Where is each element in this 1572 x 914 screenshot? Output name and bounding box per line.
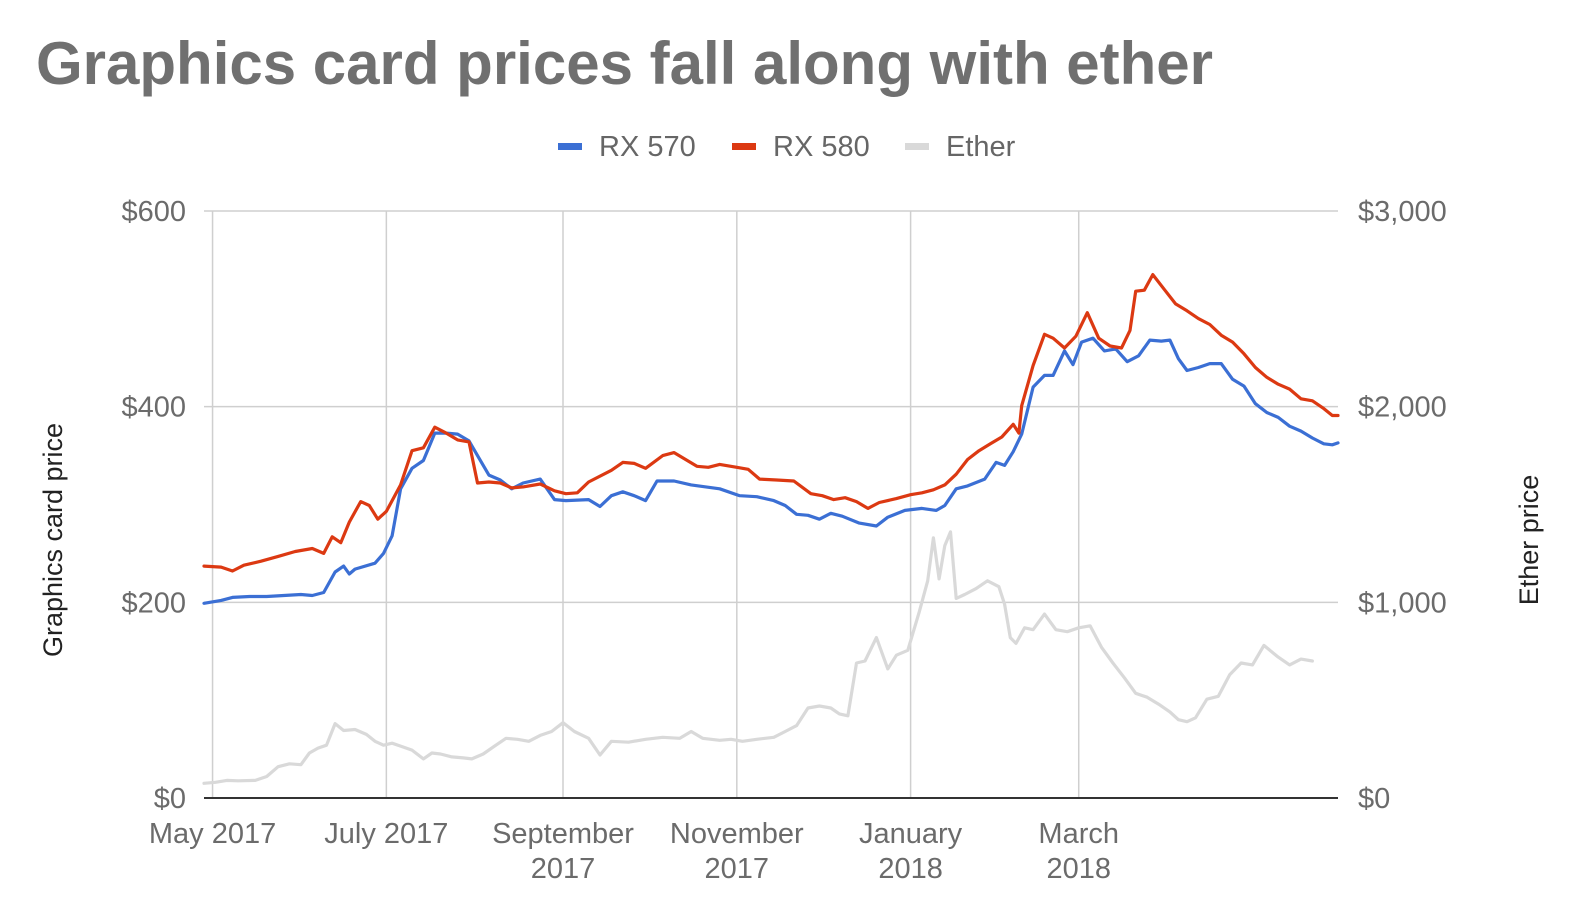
x-tick-label: July 2017 — [324, 818, 448, 850]
y-tick-label: $200 — [121, 587, 186, 619]
legend-item: Ether — [905, 131, 1016, 163]
y2-tick-label: $2,000 — [1358, 392, 1447, 424]
legend-swatch — [732, 143, 756, 150]
legend-swatch — [905, 143, 929, 150]
legend: RX 570 RX 580 Ether — [558, 131, 1016, 163]
legend-item: RX 570 — [558, 131, 696, 163]
x-tick-label: May 2017 — [149, 818, 276, 850]
series-line-rx-570 — [202, 336, 1340, 605]
x-tick-label: September 2017 — [492, 818, 634, 885]
y-tick-label: $400 — [121, 392, 186, 424]
y2-tick-label: $3,000 — [1358, 196, 1447, 228]
x-tick-label: March 2018 — [1038, 818, 1119, 885]
left-axis-title: Graphics card price — [38, 423, 68, 657]
y-tick-label: $0 — [154, 783, 186, 815]
series-line-ether — [202, 530, 1314, 785]
legend-label: Ether — [946, 131, 1016, 163]
x-tick-label: January 2018 — [859, 818, 963, 885]
legend-label: RX 580 — [773, 131, 870, 163]
chart-title: Graphics card prices fall along with eth… — [36, 30, 1213, 97]
x-axis: May 2017 July 2017 September 2017 November 20… — [149, 818, 1119, 885]
gridlines — [204, 210, 1338, 798]
y-tick-label: $600 — [121, 196, 186, 228]
left-y-axis: $0 $200 $400 $600 — [121, 196, 186, 815]
series-line-rx-580 — [202, 273, 1340, 573]
y2-tick-label: $0 — [1358, 783, 1390, 815]
legend-swatch — [558, 143, 582, 150]
legend-item: RX 580 — [732, 131, 870, 163]
legend-label: RX 570 — [599, 131, 696, 163]
right-y-axis: $0 $1,000 $2,000 $3,000 — [1358, 196, 1447, 815]
series-lines — [202, 273, 1340, 785]
y2-tick-label: $1,000 — [1358, 587, 1447, 619]
right-axis-title: Ether price — [1514, 475, 1544, 606]
x-tick-label: November 2017 — [670, 818, 804, 885]
